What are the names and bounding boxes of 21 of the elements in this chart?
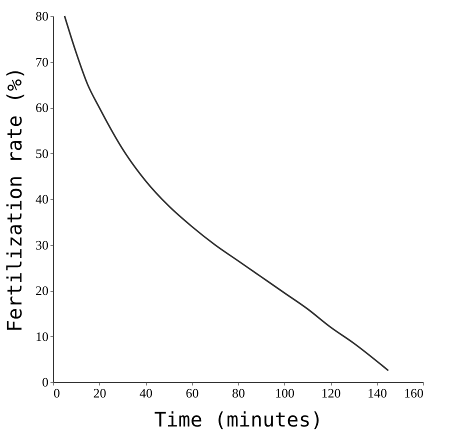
y-tick-label: 10	[36, 328, 48, 344]
x-tick-label: 40	[140, 386, 152, 400]
y-tick-label: 70	[36, 54, 48, 70]
line-series	[64, 15, 390, 372]
y-tick-label: 40	[36, 192, 48, 206]
x-tick-label: 60	[186, 386, 199, 400]
x-tick-label: 0	[54, 386, 60, 400]
x-tick-label: 140	[368, 386, 387, 400]
y-tick-label: 20	[36, 283, 48, 298]
x-tick-label: 100	[275, 386, 294, 400]
x-tick-label: 80	[232, 386, 245, 400]
y-tick-label: 50	[36, 146, 48, 161]
y-tick-label: 0	[42, 374, 48, 390]
y-axis-title: Fertilization rate (%)	[2, 67, 26, 332]
x-axis-title: Time (minutes)	[154, 408, 323, 432]
x-tick-label: 20	[93, 386, 106, 400]
y-tick-label: 80	[36, 8, 48, 24]
x-tick-label: 160	[404, 386, 424, 400]
x-tick-label: 120	[321, 386, 341, 400]
y-tick-label: 30	[36, 237, 48, 252]
y-tick-label: 60	[36, 100, 48, 115]
